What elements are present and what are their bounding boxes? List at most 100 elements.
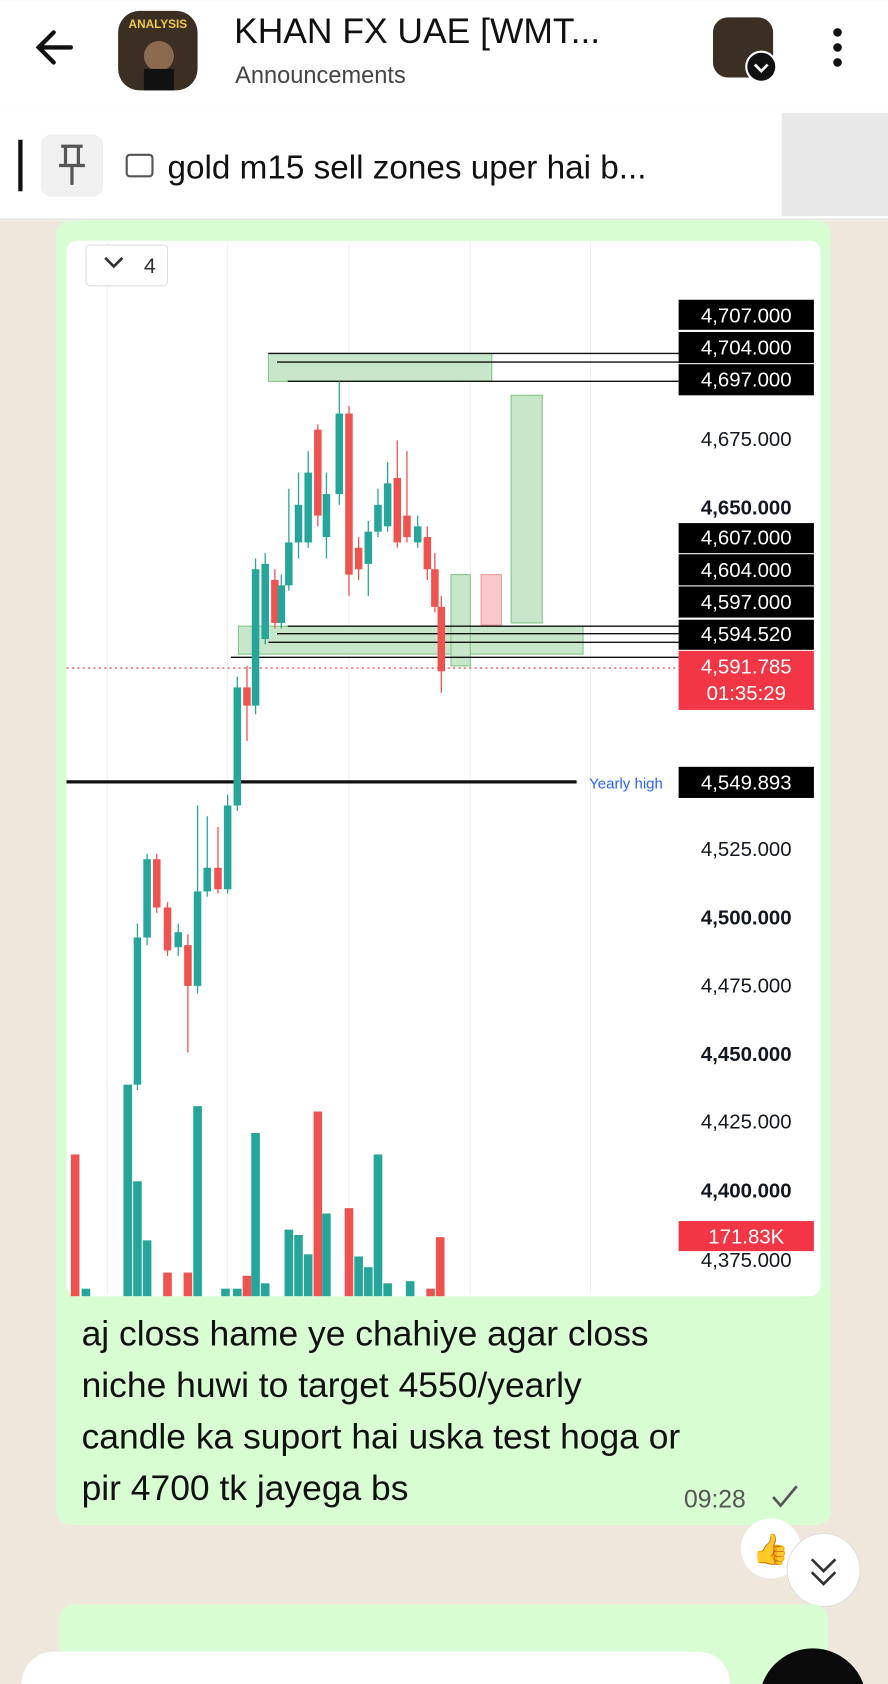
price-label: 4,450.000 <box>701 1044 792 1066</box>
chart-drawing <box>66 242 679 1297</box>
candle-body <box>383 483 392 527</box>
volume-bar <box>260 1283 270 1297</box>
yearly-high-label: Yearly high <box>589 775 663 792</box>
candle-body <box>285 542 293 586</box>
candle-body <box>133 937 142 1085</box>
countdown: 01:35:29 <box>707 683 786 705</box>
message-time: 09:28 <box>684 1487 746 1514</box>
volume-bar <box>163 1272 172 1297</box>
candle-body <box>243 687 251 706</box>
scroll-down-icon <box>810 1558 837 1586</box>
volume-bar <box>313 1111 323 1297</box>
volume-label: 171.83K <box>708 1227 784 1249</box>
candle-body <box>345 413 353 575</box>
price-label: 4,707.000 <box>701 305 792 327</box>
candle-body <box>364 531 373 564</box>
back-button[interactable] <box>35 30 74 65</box>
action-button[interactable] <box>759 1648 866 1684</box>
volume-bar <box>284 1229 294 1297</box>
volume-bar <box>70 1154 80 1297</box>
reaction-bubble[interactable] <box>740 1518 802 1579</box>
volume-bar <box>193 1106 202 1297</box>
candle-body <box>271 580 279 623</box>
candle-body <box>163 907 172 951</box>
message-line: candle ka suport hai uska test hoga or <box>82 1417 681 1457</box>
volume-bar <box>344 1208 354 1297</box>
candle-body <box>374 504 382 532</box>
candle-body <box>203 867 211 892</box>
volume-bar <box>322 1213 331 1297</box>
avatar-figure <box>143 40 174 72</box>
candle-body <box>153 859 161 908</box>
volume-bar <box>426 1288 435 1297</box>
candle-body <box>233 687 242 806</box>
reaction-icon: 👍 <box>752 1531 789 1566</box>
pinned-bar[interactable] <box>0 109 888 221</box>
volume-bar <box>221 1288 230 1297</box>
price-boxes <box>678 299 814 798</box>
volume-box <box>678 1221 814 1252</box>
volume-bar <box>123 1084 133 1297</box>
volume-bar <box>133 1181 142 1297</box>
price-label: 4,650.000 <box>701 498 792 520</box>
candle-body <box>304 472 312 543</box>
candle-body <box>277 585 286 623</box>
price-label: 4,675.000 <box>701 429 792 451</box>
channel-subtitle: Announcements <box>235 63 406 89</box>
dropdown-chevron <box>104 256 124 269</box>
candle-body <box>354 547 363 570</box>
input-bar[interactable] <box>21 1651 731 1684</box>
candle-body <box>251 569 260 706</box>
dropdown[interactable] <box>85 244 169 287</box>
chart-image[interactable] <box>66 240 821 1297</box>
avatar-figure <box>143 68 174 91</box>
candle-body <box>294 504 303 543</box>
message-line: pir 4700 tk jayega bs <box>82 1468 409 1508</box>
zone <box>480 574 502 626</box>
volume-bar <box>354 1256 363 1297</box>
candle-body <box>431 569 439 607</box>
verified-badge <box>745 50 778 83</box>
price-label: 4,525.000 <box>701 839 792 861</box>
volume-bar <box>435 1237 445 1297</box>
price-label: 4,475.000 <box>701 975 792 997</box>
price-label: 4,375.000 <box>701 1250 792 1272</box>
candle-body <box>423 537 432 570</box>
candle-body <box>184 945 192 986</box>
dropdown-text: 4 <box>144 254 156 278</box>
volume-bar <box>405 1281 415 1297</box>
candle-body <box>322 494 331 538</box>
price-label: 4,400.000 <box>701 1180 792 1202</box>
volume-bar <box>383 1283 392 1297</box>
candle-body <box>261 563 269 640</box>
menu-button[interactable] <box>833 28 842 67</box>
volume-bar <box>142 1240 152 1297</box>
candle-body <box>437 606 446 672</box>
zone <box>267 352 493 382</box>
volume-bar <box>183 1272 193 1297</box>
volume-bar <box>242 1275 252 1297</box>
candle-body <box>393 477 402 543</box>
volume-bar <box>294 1234 303 1297</box>
zone <box>237 625 584 655</box>
candle-body <box>403 515 411 538</box>
pinned-thumbnail <box>781 112 888 216</box>
current-price: 4,591.785 <box>701 656 792 678</box>
pinned-text: gold m15 sell zones uper hai b... <box>168 149 647 186</box>
price-label: 4,597.000 <box>701 592 792 614</box>
volume-bar <box>373 1154 383 1297</box>
volume-bar <box>81 1288 91 1297</box>
volume-bar <box>303 1254 313 1297</box>
price-label: 4,607.000 <box>701 528 792 550</box>
pin-icon <box>59 144 85 185</box>
candle-body <box>143 859 151 938</box>
volume-bar <box>364 1267 373 1297</box>
volume-bar <box>233 1288 242 1297</box>
avatar-text: ANALYSIS <box>129 17 188 31</box>
volume-bar <box>251 1132 260 1297</box>
message-line: niche huwi to target 4550/yearly <box>82 1365 582 1405</box>
zone <box>450 574 471 667</box>
price-label: 4,594.520 <box>701 624 792 646</box>
